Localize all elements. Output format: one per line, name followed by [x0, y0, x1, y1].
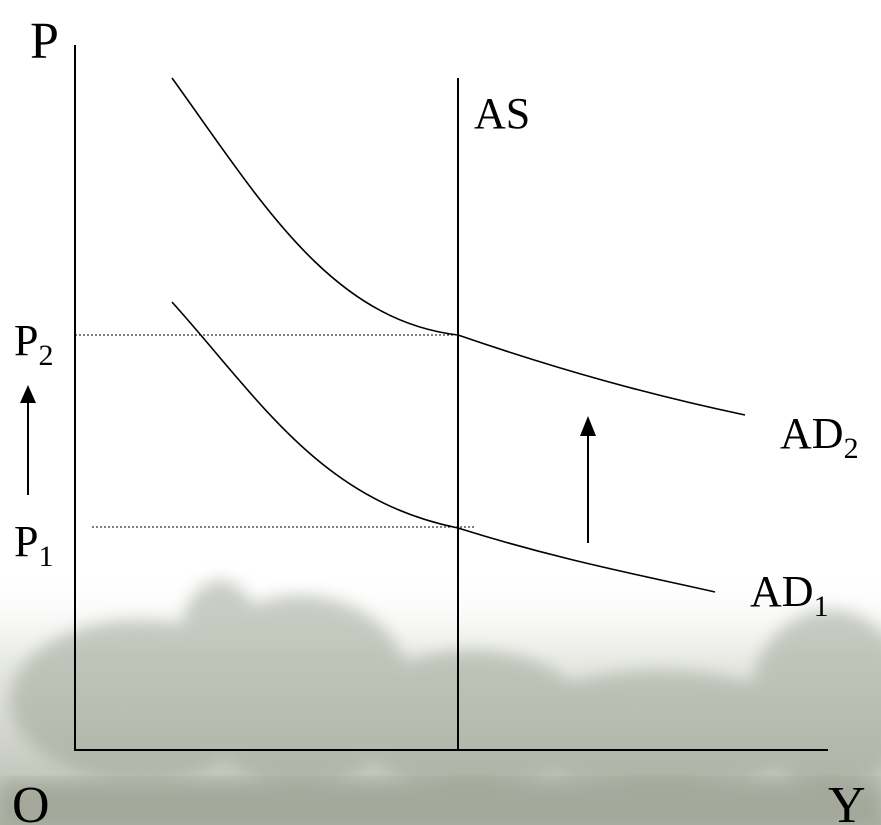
x-axis-label: Y	[828, 777, 866, 825]
left-arrow	[20, 385, 36, 495]
p1-sub: 1	[38, 540, 53, 573]
ad1-sub: 1	[814, 590, 829, 623]
ad2-main: AD	[780, 409, 844, 458]
origin-label: O	[12, 777, 50, 825]
y-axis-label: P	[30, 13, 59, 70]
ad2-sub: 2	[844, 432, 859, 465]
ad1-main: AD	[750, 567, 814, 616]
p1-label: P1	[14, 517, 53, 573]
shift-arrow	[580, 416, 596, 543]
ad2-curve	[171, 77, 746, 416]
as-label: AS	[474, 89, 530, 138]
p2-main: P	[14, 316, 38, 365]
ad1-curve	[171, 301, 716, 593]
background-trees	[0, 570, 881, 825]
p2-sub: 2	[38, 339, 53, 372]
p2-label: P2	[14, 316, 53, 372]
ad1-label: AD1	[750, 567, 829, 623]
p1-main: P	[14, 517, 38, 566]
ad2-label: AD2	[780, 409, 859, 465]
